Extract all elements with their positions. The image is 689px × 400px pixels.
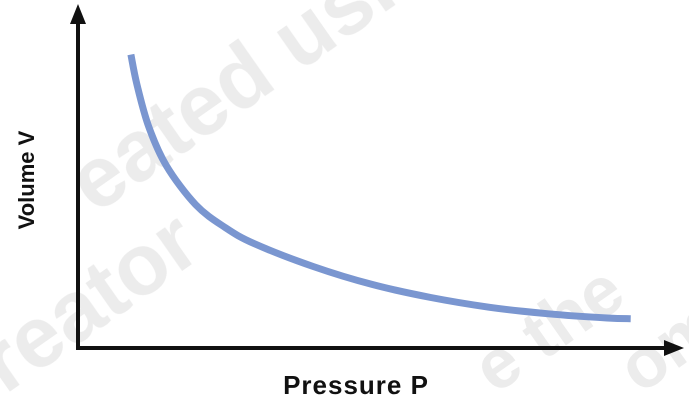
watermark-fragment: e the — [459, 250, 638, 400]
watermark-fragment: eated usin — [51, 0, 454, 231]
axes — [70, 4, 684, 356]
series-line — [127, 53, 631, 323]
series-layer — [127, 53, 631, 323]
x-axis-label: Pressure P — [283, 370, 429, 400]
y-axis-arrow-icon — [70, 4, 86, 24]
x-axis-arrow-icon — [664, 340, 684, 356]
y-axis-label: Volume V — [14, 130, 39, 229]
